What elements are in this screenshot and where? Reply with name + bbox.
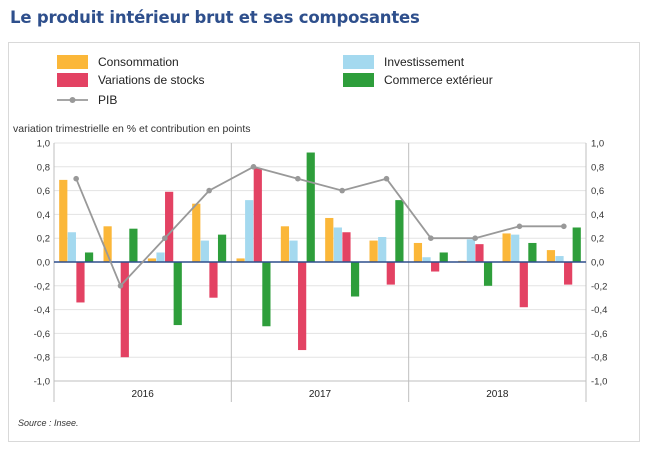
pib-point bbox=[339, 187, 345, 194]
y-tick-label-left: 0,6 bbox=[37, 186, 50, 197]
y-tick-label-right: 0,8 bbox=[591, 162, 604, 173]
y-tick-label-right: 1,0 bbox=[591, 139, 604, 150]
bar bbox=[325, 217, 334, 262]
bar bbox=[572, 227, 581, 262]
y-tick-label-left: 0,4 bbox=[37, 210, 50, 221]
x-year-label: 2018 bbox=[486, 389, 509, 400]
y-tick-label-left: -0,8 bbox=[34, 353, 50, 364]
pib-point bbox=[295, 175, 301, 182]
pib-point bbox=[428, 235, 434, 241]
source-note: Source : Insee. bbox=[18, 418, 79, 428]
bar bbox=[466, 239, 475, 262]
bar bbox=[378, 237, 387, 262]
bar bbox=[564, 262, 573, 285]
pib-point bbox=[162, 235, 168, 241]
legend-label: Commerce extérieur bbox=[384, 73, 493, 87]
bar bbox=[192, 203, 201, 262]
pib-line bbox=[75, 165, 564, 288]
y-tick-label-right: 0,4 bbox=[591, 210, 604, 221]
bar bbox=[59, 179, 68, 262]
legend-label: Variations de stocks bbox=[98, 73, 205, 87]
legend-label: PIB bbox=[98, 93, 117, 107]
bar bbox=[200, 240, 209, 262]
pib-point bbox=[383, 175, 390, 182]
legend-swatch bbox=[343, 55, 374, 69]
bar bbox=[217, 234, 227, 262]
bar bbox=[262, 262, 271, 327]
bar bbox=[67, 232, 76, 262]
bar bbox=[555, 256, 564, 262]
y-tick-label-right: 0,6 bbox=[591, 186, 604, 197]
bar bbox=[76, 262, 85, 303]
legend-label: Consommation bbox=[98, 55, 179, 69]
bar bbox=[298, 262, 307, 351]
bar bbox=[369, 240, 378, 262]
bar bbox=[103, 226, 112, 262]
bar bbox=[289, 240, 298, 262]
legend-marker bbox=[69, 97, 76, 103]
bar bbox=[528, 242, 537, 262]
y-tick-label-left: 0,2 bbox=[37, 234, 50, 245]
y-tick-label-left: -0,6 bbox=[34, 329, 50, 340]
legend-label: Investissement bbox=[384, 55, 465, 69]
bar bbox=[546, 250, 556, 262]
bar bbox=[280, 226, 290, 262]
bar bbox=[431, 262, 440, 272]
bar bbox=[245, 200, 254, 262]
pib-point bbox=[472, 235, 478, 241]
bar bbox=[253, 167, 262, 262]
bar bbox=[350, 262, 360, 297]
y-tick-label-right: -1,0 bbox=[591, 377, 607, 388]
y-tick-label-right: -0,6 bbox=[591, 329, 607, 340]
bar bbox=[129, 228, 138, 262]
chart-title: Le produit intérieur brut et ses composa… bbox=[10, 8, 420, 27]
y-tick-label-right: 0,0 bbox=[591, 258, 604, 269]
bar bbox=[475, 244, 484, 262]
bar bbox=[236, 258, 245, 262]
y-tick-label-left: -1,0 bbox=[34, 377, 50, 388]
y-tick-label-right: -0,2 bbox=[591, 281, 607, 292]
bar bbox=[439, 252, 448, 262]
chart-panel bbox=[8, 42, 640, 442]
y-tick-label-left: -0,4 bbox=[34, 305, 50, 316]
y-tick-label-left: 1,0 bbox=[37, 139, 50, 150]
legend-swatch bbox=[57, 55, 88, 69]
bar bbox=[342, 232, 351, 262]
bar bbox=[306, 152, 315, 262]
bar bbox=[147, 258, 157, 262]
bar bbox=[511, 234, 520, 262]
bar bbox=[173, 262, 182, 326]
x-year-label: 2016 bbox=[132, 389, 155, 400]
y-tick-label-right: -0,4 bbox=[591, 305, 607, 316]
bar bbox=[386, 262, 395, 285]
y-tick-label-right: 0,2 bbox=[591, 234, 604, 245]
y-tick-label-right: -0,8 bbox=[591, 353, 607, 364]
bar bbox=[502, 233, 511, 262]
y-tick-label-left: 0,0 bbox=[37, 258, 50, 269]
pib-point bbox=[73, 175, 79, 182]
bar bbox=[413, 242, 423, 262]
bar bbox=[422, 257, 431, 262]
pib-point bbox=[561, 223, 567, 230]
y-tick-label-left: 0,8 bbox=[37, 162, 50, 173]
pib-point bbox=[516, 223, 523, 230]
bar bbox=[84, 252, 94, 262]
pib-point bbox=[250, 164, 257, 170]
bar bbox=[395, 200, 404, 262]
bar bbox=[156, 252, 165, 262]
y-tick-label-left: -0,2 bbox=[34, 281, 50, 292]
bar bbox=[165, 191, 174, 262]
bar bbox=[120, 262, 129, 358]
bar bbox=[519, 262, 528, 308]
pib-point bbox=[117, 283, 124, 289]
legend-swatch bbox=[343, 73, 374, 87]
pib-point bbox=[206, 187, 212, 194]
bar bbox=[483, 262, 493, 286]
bar bbox=[333, 227, 342, 262]
y-axis-label: variation trimestrielle en % et contribu… bbox=[13, 123, 251, 135]
legend-swatch bbox=[57, 73, 88, 87]
x-year-label: 2017 bbox=[309, 389, 332, 400]
bar bbox=[209, 262, 218, 298]
